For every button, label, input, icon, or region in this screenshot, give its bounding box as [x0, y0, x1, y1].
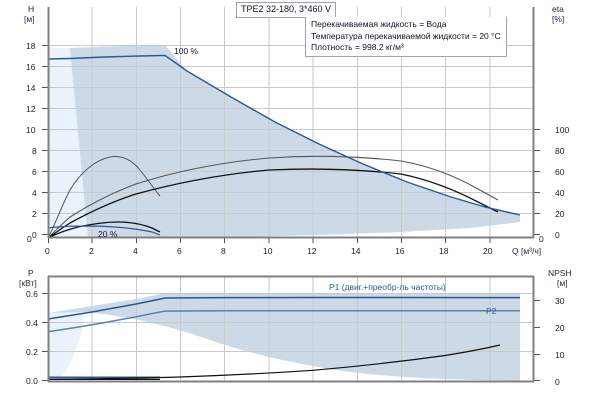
annotation-p2: P2 — [486, 306, 497, 316]
eta-tick-60: 60 — [555, 167, 565, 177]
q-tick-12: 12 — [307, 246, 317, 256]
info-line-density: Плотность = 998.2 кг/м³ — [311, 42, 404, 52]
eta-tick-100: 100 — [555, 125, 570, 135]
curve-p2 — [48, 309, 520, 333]
eta-axis-unit: [%] — [552, 14, 565, 24]
p-tick-02: 0.2 — [26, 347, 38, 357]
h-tick-2: 2 — [32, 209, 37, 219]
h-tick-12: 12 — [26, 104, 36, 114]
curve-h-100 — [48, 54, 521, 216]
ticks-right-bottom — [534, 300, 540, 381]
h-tick-10: 10 — [26, 125, 36, 135]
curve-p1 — [48, 296, 520, 320]
h-tick-16: 16 — [26, 62, 36, 72]
curve-eta-20 — [48, 221, 161, 238]
q-axis-label: Q [м³/ч] — [512, 246, 542, 256]
npsh-tick-10: 10 — [555, 350, 565, 360]
h-tick-18: 18 — [26, 41, 36, 51]
npsh-tick-0: 0 — [555, 377, 560, 387]
p-axis-unit: [кВт] — [19, 278, 37, 288]
eta-tick-20: 20 — [555, 209, 565, 219]
curve-h-20 — [48, 225, 161, 236]
axis-frame-top — [47, 7, 535, 239]
zero-right-upper: 0 — [539, 234, 544, 244]
h-tick-4: 4 — [32, 188, 37, 198]
h-tick-8: 8 — [32, 146, 37, 156]
h-tick-0: 0 — [32, 230, 37, 240]
q-tick-6: 6 — [177, 246, 182, 256]
p-axis-label: P — [28, 268, 34, 278]
head-plot-area — [42, 7, 540, 239]
band-light-bottom — [48, 312, 84, 381]
npsh-tick-20: 20 — [555, 323, 565, 333]
ticks-left-top — [42, 45, 48, 235]
chart-title: TPE2 32-180, 3*460 V — [236, 2, 337, 18]
eta-tick-0: 0 — [555, 230, 560, 240]
h-axis-unit: [м] — [24, 14, 35, 24]
band-light-top — [48, 48, 88, 238]
head-efficiency-chart: H [м] eta [%] 18 16 14 12 10 8 6 4 2 0 1… — [24, 2, 570, 240]
q-axis: 0 0 0 2 4 6 8 10 12 14 16 18 20 Q [м³/ч] — [0, 234, 600, 268]
q-tick-14: 14 — [351, 246, 361, 256]
grid-horizontal-bottom — [48, 293, 534, 352]
q-tick-10: 10 — [263, 246, 273, 256]
h-axis-label: H — [28, 4, 35, 14]
curve-npsh — [48, 344, 501, 380]
ticks-left-bottom — [42, 293, 48, 381]
p-tick-00: 0.0 — [26, 376, 38, 386]
annotation-p1: P1 (двиг.+преобр-ль частоты) — [329, 282, 446, 292]
ticks-right-top — [534, 129, 540, 235]
eta-axis-label: eta — [552, 4, 564, 14]
axis-frame-bottom — [47, 275, 535, 383]
eta-tick-80: 80 — [555, 146, 565, 156]
q-tick-18: 18 — [439, 246, 449, 256]
power-npsh-chart: P [кВт] NPSH [м] 0.6 0.4 0.2 0.0 30 20 1… — [0, 268, 600, 400]
q-tick-8: 8 — [221, 246, 226, 256]
q-axis-ticks — [48, 238, 491, 243]
zero-left-upper: 0 — [27, 234, 32, 244]
p-tick-04: 0.4 — [26, 318, 38, 328]
info-line-liquid: Перекачиваемая жидкость = Вода — [311, 19, 447, 29]
h-tick-14: 14 — [26, 83, 36, 93]
q-tick-16: 16 — [395, 246, 405, 256]
npsh-axis-unit: [м] — [557, 278, 568, 288]
eta-tick-40: 40 — [555, 188, 565, 198]
info-line-temperature: Температура перекачиваемой жидкости = 20… — [311, 30, 501, 41]
band-main-top — [70, 45, 520, 238]
npsh-axis-label: NPSH — [548, 268, 572, 278]
power-plot-area — [42, 275, 540, 383]
annotation-20-percent: 20 % — [98, 229, 118, 239]
fluid-info-box: Перекачиваемая жидкость = Вода Температу… — [305, 17, 507, 57]
q-tick-4: 4 — [133, 246, 138, 256]
q-tick-0: 0 — [45, 246, 50, 256]
npsh-tick-30: 30 — [555, 296, 565, 306]
curve-eta-hump — [48, 156, 161, 238]
h-tick-6: 6 — [32, 167, 37, 177]
q-tick-20: 20 — [483, 246, 493, 256]
p-tick-06: 0.6 — [26, 289, 38, 299]
curve-eta-pump — [48, 155, 499, 238]
annotation-100-percent: 100 % — [174, 46, 199, 56]
grid-vertical-bottom — [91, 276, 491, 382]
curve-eta-total — [48, 168, 499, 238]
q-tick-2: 2 — [89, 246, 94, 256]
